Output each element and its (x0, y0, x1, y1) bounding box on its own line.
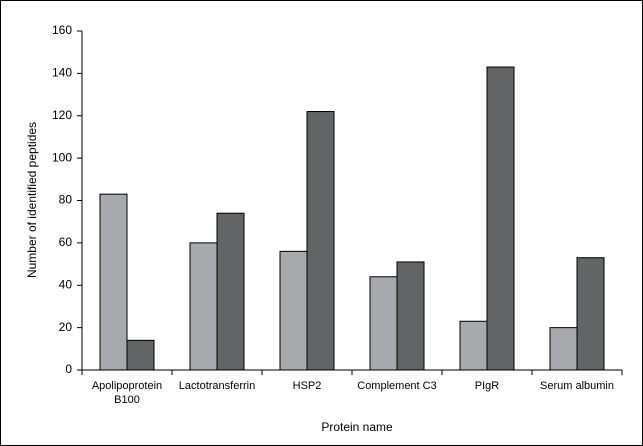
y-tick-label: 0 (65, 362, 72, 376)
y-tick-label: 120 (52, 108, 72, 122)
bar (486, 66, 515, 371)
y-tick-label: 160 (52, 23, 72, 37)
x-tick-label: Complement C3 (357, 380, 437, 392)
y-tick-label: 140 (52, 66, 72, 80)
y-tick-label: 100 (52, 150, 72, 164)
y-tick-label: 60 (59, 235, 73, 249)
x-tick-label: PIgR (474, 380, 500, 392)
x-axis-title: Protein name (321, 420, 393, 434)
y-tick-label: 20 (59, 320, 73, 334)
bar (216, 212, 245, 371)
bar (126, 339, 155, 371)
x-tick-label: Apolipoprotein B100 (91, 380, 163, 406)
x-tick-label: HSP2 (292, 380, 322, 392)
bar (369, 276, 398, 371)
bar (459, 320, 488, 371)
bar (306, 111, 335, 371)
bar (279, 250, 308, 371)
bar (549, 327, 578, 371)
bar (576, 257, 605, 371)
bar (99, 193, 128, 371)
y-tick-label: 80 (59, 193, 73, 207)
bar (396, 261, 425, 371)
x-tick-label: Serum albumin (540, 380, 614, 392)
y-axis-title: Number of identified peptides (25, 122, 39, 278)
y-tick-label: 40 (59, 277, 73, 291)
bar (189, 242, 218, 371)
x-tick-label: Lactotransferrin (178, 380, 256, 392)
